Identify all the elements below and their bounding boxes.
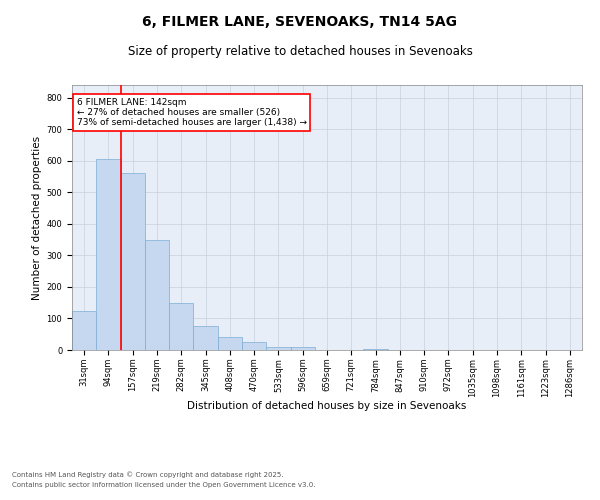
Bar xyxy=(169,302,193,350)
Bar xyxy=(266,347,290,350)
Bar xyxy=(193,326,218,350)
Bar xyxy=(72,310,96,350)
Bar xyxy=(121,174,145,350)
Text: 6 FILMER LANE: 142sqm
← 27% of detached houses are smaller (526)
73% of semi-det: 6 FILMER LANE: 142sqm ← 27% of detached … xyxy=(77,98,307,128)
Bar xyxy=(242,342,266,350)
Text: Size of property relative to detached houses in Sevenoaks: Size of property relative to detached ho… xyxy=(128,45,472,58)
Bar xyxy=(145,240,169,350)
Bar xyxy=(218,338,242,350)
Y-axis label: Number of detached properties: Number of detached properties xyxy=(32,136,42,300)
Bar xyxy=(364,349,388,350)
X-axis label: Distribution of detached houses by size in Sevenoaks: Distribution of detached houses by size … xyxy=(187,401,467,411)
Bar xyxy=(96,159,121,350)
Text: 6, FILMER LANE, SEVENOAKS, TN14 5AG: 6, FILMER LANE, SEVENOAKS, TN14 5AG xyxy=(143,15,458,29)
Bar xyxy=(290,348,315,350)
Text: Contains HM Land Registry data © Crown copyright and database right 2025.: Contains HM Land Registry data © Crown c… xyxy=(12,472,284,478)
Text: Contains public sector information licensed under the Open Government Licence v3: Contains public sector information licen… xyxy=(12,482,316,488)
